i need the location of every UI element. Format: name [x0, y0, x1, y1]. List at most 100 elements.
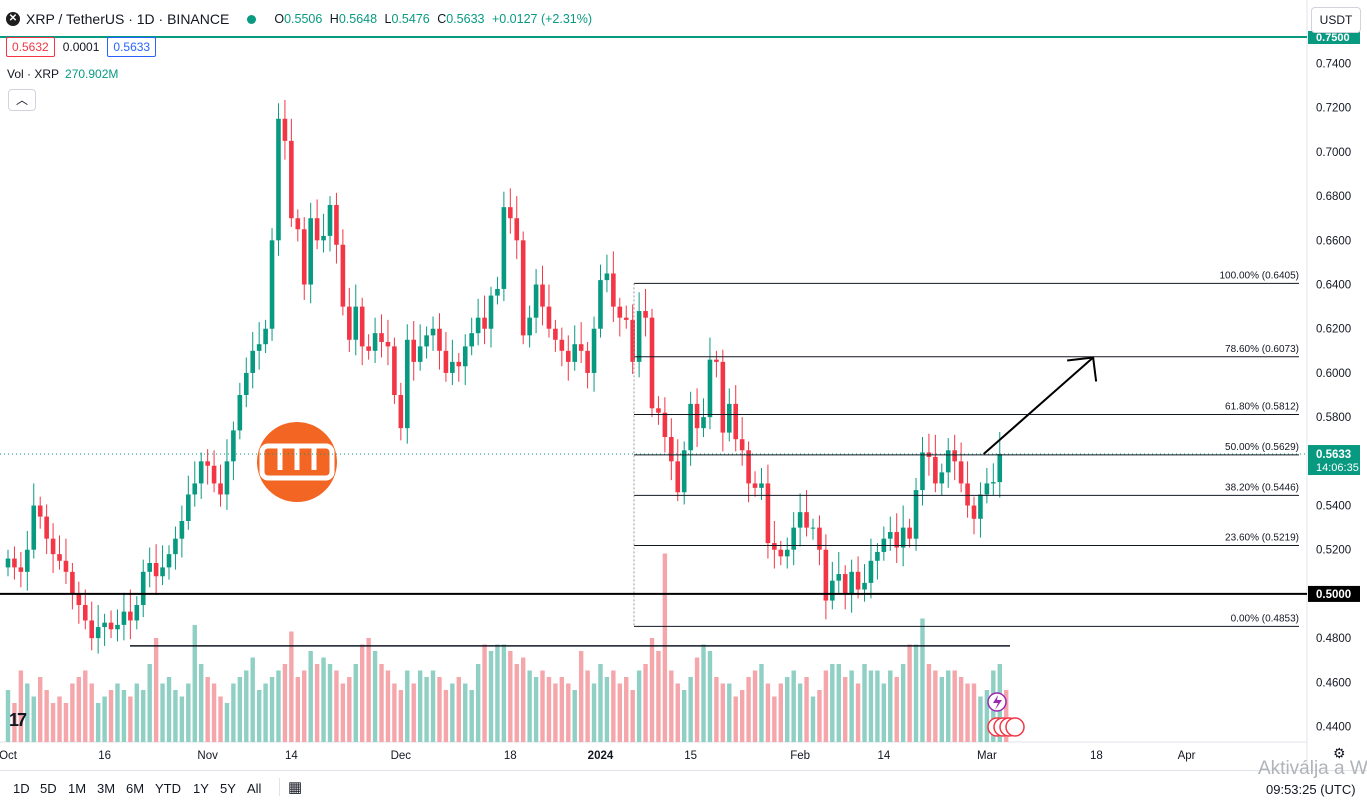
candle-body	[205, 461, 210, 466]
volume-bar	[450, 683, 455, 742]
candle-body	[720, 361, 726, 433]
projection-arrow[interactable]	[982, 356, 1094, 455]
timeframe-5d[interactable]: 5D	[40, 781, 57, 796]
candle-body	[102, 622, 107, 628]
volume-bar	[141, 690, 146, 742]
tradingview-logo[interactable]: 17	[9, 710, 27, 730]
candle-body	[179, 520, 185, 539]
timeframe-1d[interactable]: 1D	[13, 781, 30, 796]
candle-body	[108, 622, 114, 630]
candle-body	[5, 558, 11, 568]
volume-bar	[669, 670, 674, 742]
timeframe-5y[interactable]: 5Y	[220, 781, 236, 796]
candle-body	[44, 516, 49, 539]
windows-activation-watermark: Aktiválja a W	[1258, 758, 1367, 779]
candle-body	[501, 207, 507, 289]
currency-button[interactable]: USDT	[1311, 7, 1361, 33]
price-tick-label: 0.6600	[1316, 235, 1351, 247]
collapse-legend-button[interactable]: ︿	[8, 89, 36, 111]
volume-bar	[720, 683, 726, 742]
price-tick-label: 0.5800	[1316, 412, 1351, 424]
current-price-badge[interactable]	[1308, 445, 1360, 476]
candle-body	[907, 527, 912, 539]
volume-bar	[160, 683, 165, 742]
volume-bar	[830, 664, 835, 742]
symbol-title[interactable]: XRP / TetherUS · 1D · BINANCE	[26, 11, 230, 27]
timeframe-3m[interactable]: 3M	[97, 781, 116, 796]
candle-body	[231, 430, 236, 462]
candle-body	[289, 140, 294, 219]
candle-body	[656, 408, 661, 413]
candle-body	[585, 350, 590, 373]
top-price-label: 0.7500	[1316, 32, 1350, 44]
volume-bar	[649, 638, 655, 742]
timeframe-all[interactable]: All	[247, 781, 262, 796]
candle-body	[263, 328, 268, 345]
volume-bar	[115, 683, 120, 742]
candle-body	[82, 604, 88, 621]
top-price-badge	[1308, 31, 1360, 44]
calendar-icon[interactable]: ▦	[288, 779, 303, 796]
candle-body	[153, 562, 159, 577]
fib-level-label: 23.60% (0.5219)	[1225, 533, 1299, 544]
price-tick-label: 0.4800	[1316, 633, 1351, 645]
ohlc-low-key: L	[384, 12, 392, 26]
volume-bar	[888, 670, 893, 742]
candle-body	[997, 454, 1003, 483]
fib-level-label: 38.20% (0.5446)	[1225, 482, 1299, 493]
volume-bar	[714, 677, 719, 742]
candle-body	[327, 204, 333, 236]
candle-body	[726, 403, 732, 433]
time-tick-label: Feb	[790, 750, 810, 762]
candle-body	[121, 611, 127, 625]
ohlc-values: O0.5506 H0.5648 L0.5476 C0.5633 +0.0127 …	[270, 12, 592, 26]
volume-bar	[12, 703, 17, 742]
candle-body	[630, 319, 635, 362]
volume-bar	[868, 670, 874, 742]
volume-bar	[25, 683, 30, 742]
volume-bar	[727, 683, 732, 742]
price-axis-panel[interactable]	[1307, 0, 1367, 770]
time-tick-label: Mar	[977, 750, 997, 762]
candle-body	[379, 333, 384, 342]
utc-clock[interactable]: 09:53:25 (UTC)	[1266, 782, 1356, 797]
volume-bar	[797, 683, 803, 742]
timeframe-1y[interactable]: 1Y	[193, 781, 209, 796]
price-tick-label: 0.6000	[1316, 368, 1351, 380]
candle-body	[752, 483, 758, 488]
countdown-label: 14:06:35	[1316, 462, 1359, 474]
candle-body	[243, 372, 249, 396]
volume-bar	[192, 625, 197, 742]
volume-bar	[166, 677, 172, 742]
volume-bar	[765, 683, 771, 742]
candle-body	[89, 620, 95, 639]
price-tick-label: 0.7400	[1316, 59, 1351, 71]
sell-price-button[interactable]: 0.5632	[6, 37, 55, 57]
candle-body	[372, 333, 378, 351]
time-tick-label: Apr	[1178, 750, 1196, 762]
buy-price-button[interactable]: 0.5633	[107, 37, 157, 57]
volume-bar	[102, 696, 107, 742]
volume-bar	[475, 664, 481, 742]
support-level-label: 0.5000	[1316, 589, 1351, 601]
volume-bar	[630, 690, 635, 742]
volume-bar	[624, 677, 629, 742]
timeframe-1m[interactable]: 1M	[68, 781, 87, 796]
candle-body	[778, 549, 784, 557]
volume-bar	[611, 670, 616, 742]
volume-bar	[984, 690, 990, 742]
volume-bar	[269, 677, 275, 742]
volume-bar	[385, 670, 391, 742]
time-tick-label: 2024	[588, 750, 614, 762]
flag-event-icon[interactable]	[1005, 717, 1025, 737]
gear-icon[interactable]: ⚙	[1333, 745, 1346, 761]
candle-body	[359, 306, 365, 347]
volume-bar	[778, 683, 783, 742]
candle-body	[572, 344, 578, 362]
volume-bar	[57, 696, 62, 742]
volume-bar	[559, 677, 565, 742]
timeframe-6m[interactable]: 6M	[126, 781, 145, 796]
candle-body	[95, 627, 101, 639]
timeframe-ytd[interactable]: YTD	[155, 781, 181, 796]
